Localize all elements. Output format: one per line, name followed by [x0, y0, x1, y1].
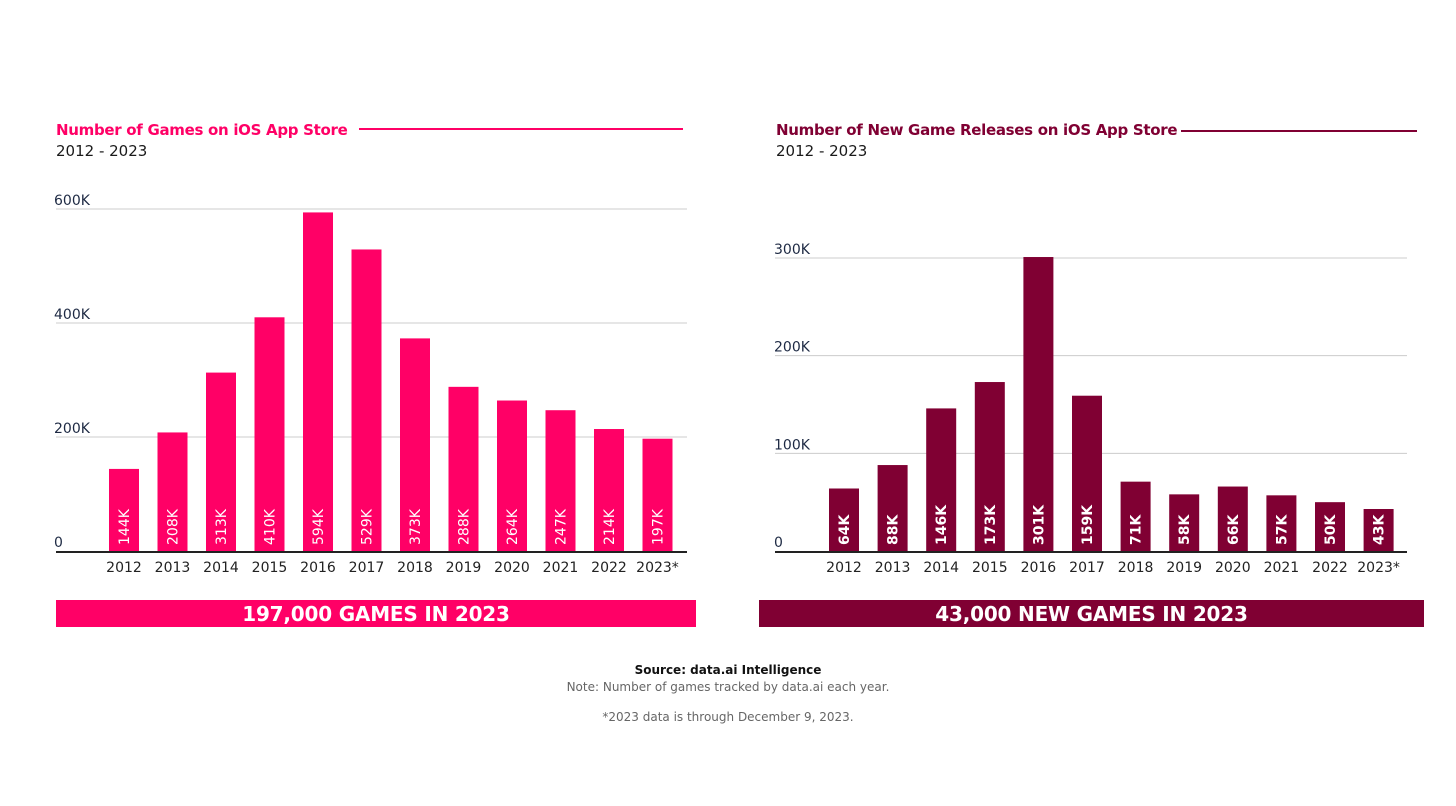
left-bar-value-label: 529K [360, 508, 376, 545]
right-xtick-label: 2018 [1118, 560, 1154, 576]
left-bar [206, 372, 236, 551]
left-bar-value-label: 594K [311, 508, 327, 545]
right-bar-value-label: 64K [837, 514, 853, 545]
left-ytick-label: 600K [54, 193, 91, 209]
left-summary-banner: 197,000 GAMES IN 2023 [56, 600, 696, 627]
right-bar-value-label: 88K [886, 514, 902, 545]
right-xtick-label: 2014 [923, 560, 959, 576]
right-bar [926, 408, 957, 551]
left-xtick-label: 2012 [106, 560, 142, 576]
left-bar [448, 386, 479, 551]
right-bar-value-label: 58K [1177, 514, 1193, 545]
left-chart-subtitle: 2012 - 2023 [56, 142, 148, 160]
right-xtick-label: 2022 [1312, 560, 1348, 576]
left-xtick-label: 2014 [203, 560, 239, 576]
left-xtick-label: 2018 [397, 560, 433, 576]
left-xtick-label: 2021 [543, 560, 579, 576]
left-bar-value-label: 373K [408, 508, 424, 545]
left-xtick-label: 2013 [155, 560, 191, 576]
right-bar [1169, 494, 1200, 551]
footnote-text: *2023 data is through December 9, 2023. [602, 710, 854, 724]
left-xtick-label: 2016 [300, 560, 336, 576]
left-bar-value-label: 410K [263, 508, 279, 545]
left-ytick-label: 0 [54, 535, 63, 551]
left-bar [109, 468, 139, 551]
right-ytick-label: 300K [774, 242, 811, 258]
right-bar-value-label: 57K [1274, 514, 1290, 545]
right-bar [1023, 257, 1054, 551]
right-ytick-label: 100K [774, 437, 811, 453]
right-chart-subtitle: 2012 - 2023 [776, 142, 868, 160]
left-bar-value-label: 208K [166, 508, 182, 545]
right-bar [1266, 495, 1297, 551]
left-bar [545, 410, 576, 551]
left-bar [351, 249, 382, 551]
right-title-rule [1181, 130, 1417, 132]
left-xtick-label: 2019 [446, 560, 482, 576]
left-bar [497, 400, 527, 551]
right-bar-value-label: 159K [1080, 504, 1096, 545]
right-chart-title: Number of New Game Releases on iOS App S… [776, 121, 1178, 139]
left-ytick-label: 400K [54, 307, 91, 323]
left-bar-value-label: 247K [554, 508, 570, 545]
right-ytick-label: 200K [774, 340, 811, 356]
right-bar-value-label: 43K [1372, 514, 1388, 545]
right-bar [1072, 395, 1102, 551]
left-bar-value-label: 214K [602, 508, 618, 545]
note-text: Note: Number of games tracked by data.ai… [566, 680, 890, 694]
right-bar-value-label: 301K [1031, 504, 1047, 545]
left-bar [254, 317, 285, 551]
right-xtick-label: 2013 [875, 560, 911, 576]
left-bar [400, 338, 430, 551]
right-bar [829, 488, 859, 551]
right-bar-value-label: 173K [983, 504, 999, 545]
left-ytick-label: 200K [54, 421, 91, 437]
right-bar [1363, 509, 1394, 551]
source-text: Source: data.ai Intelligence [634, 663, 822, 677]
right-bar-value-label: 71K [1129, 514, 1145, 545]
left-bar [642, 438, 673, 551]
left-xtick-label: 2017 [349, 560, 385, 576]
left-title-rule [359, 128, 683, 130]
left-xtick-label: 2022 [591, 560, 627, 576]
right-bar [877, 465, 908, 551]
left-chart-title: Number of Games on iOS App Store [56, 121, 348, 139]
right-summary-banner: 43,000 NEW GAMES IN 2023 [759, 600, 1424, 627]
left-xtick-label: 2020 [494, 560, 530, 576]
right-xtick-label: 2020 [1215, 560, 1251, 576]
right-xtick-label: 2015 [972, 560, 1008, 576]
right-xtick-label: 2019 [1166, 560, 1202, 576]
left-bar-value-label: 144K [117, 508, 133, 545]
left-bar-value-label: 264K [505, 508, 521, 545]
left-bar-value-label: 313K [214, 508, 230, 545]
right-bar-value-label: 146K [934, 504, 950, 545]
right-bar-value-label: 66K [1226, 514, 1242, 545]
right-xtick-label: 2017 [1069, 560, 1105, 576]
right-bar [974, 382, 1005, 551]
right-xtick-label: 2016 [1021, 560, 1057, 576]
right-xtick-label: 2023* [1357, 560, 1400, 576]
left-bar [303, 212, 333, 552]
right-bar [1217, 486, 1248, 551]
left-xtick-label: 2015 [252, 560, 288, 576]
right-bar [1120, 481, 1151, 551]
left-xtick-label: 2023* [636, 560, 679, 576]
left-bar-value-label: 288K [457, 508, 473, 545]
left-bar-value-label: 197K [651, 508, 667, 545]
right-bar-value-label: 50K [1323, 514, 1339, 545]
left-bar [157, 432, 188, 551]
right-bar [1315, 502, 1345, 551]
left-bar [594, 429, 624, 551]
right-xtick-label: 2012 [826, 560, 862, 576]
right-xtick-label: 2021 [1264, 560, 1300, 576]
right-ytick-label: 0 [774, 535, 783, 551]
